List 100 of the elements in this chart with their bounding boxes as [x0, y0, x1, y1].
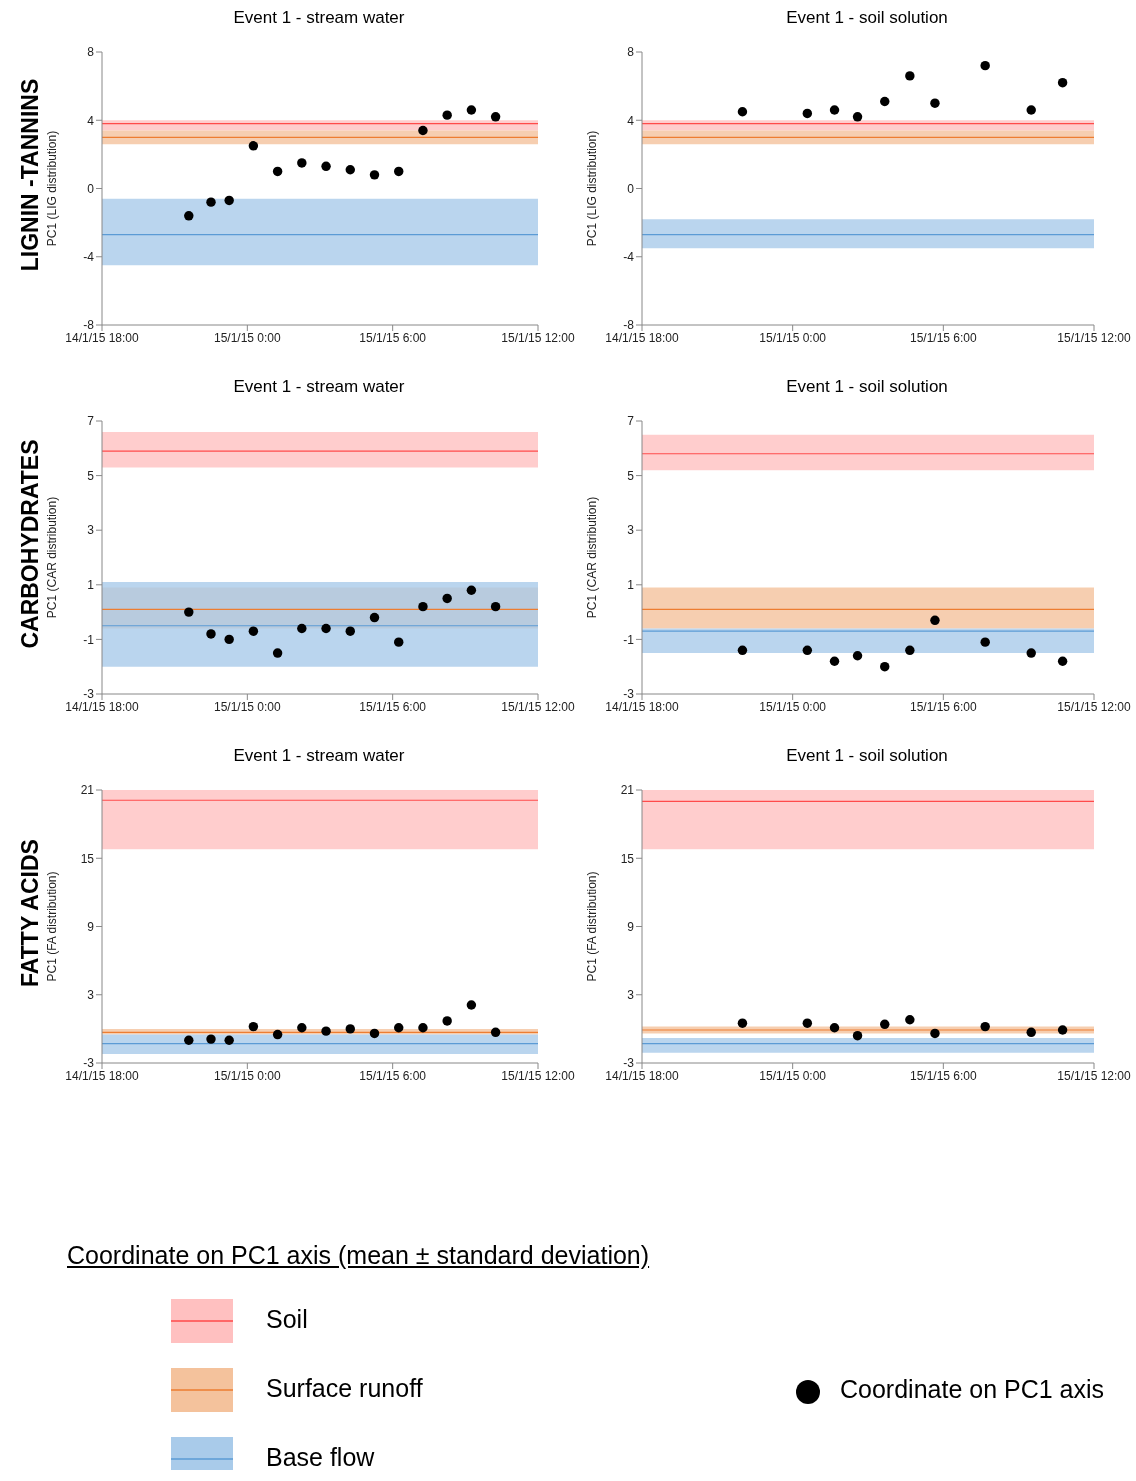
point [442, 593, 452, 604]
y-axis-title: PC1 (LIG distribution) [45, 130, 60, 247]
point [442, 1016, 452, 1026]
text: FATTY ACIDS [16, 838, 44, 989]
text: LIGNIN -TANNINS [16, 77, 44, 274]
y-tick-label: -1 [623, 632, 635, 647]
point [394, 1023, 404, 1033]
y-tick-label: 0 [627, 181, 635, 196]
y-tick-label: -8 [83, 318, 95, 333]
y-tick-label: -8 [623, 318, 635, 333]
x-tick-label: 15/1/15 6:00 [359, 699, 427, 714]
point [224, 634, 234, 645]
x-tick-label: 15/1/15 0:00 [759, 330, 827, 345]
point [345, 165, 355, 175]
point [418, 125, 428, 136]
point [466, 585, 477, 595]
y-axis-title: PC1 (FA distribution) [585, 871, 600, 982]
point [345, 626, 355, 636]
x-tick-label: 15/1/15 0:00 [759, 699, 827, 714]
chart-title: Event 1 - stream water [232, 746, 406, 766]
x-tick-label: 15/1/15 12:00 [501, 699, 576, 714]
y-tick-label: -3 [623, 687, 635, 702]
y-tick-label: 3 [627, 988, 635, 1003]
point [272, 166, 283, 177]
y-tick-label: 0 [87, 181, 95, 196]
x-tick-label: 15/1/15 0:00 [213, 699, 282, 714]
point [297, 1023, 307, 1033]
y-tick-label: 8 [87, 45, 95, 60]
y-tick-label: 5 [627, 468, 635, 483]
chart-title: Event 1 - stream water [232, 8, 406, 28]
point [321, 623, 331, 634]
y-tick-label: 8 [627, 45, 635, 60]
point [297, 623, 307, 634]
point [442, 110, 452, 120]
y-tick-label: 15 [80, 851, 95, 866]
x-tick-label: 15/1/15 0:00 [759, 1068, 827, 1083]
point [490, 1027, 501, 1037]
point [369, 612, 380, 623]
x-tick-label: 15/1/15 12:00 [501, 330, 576, 345]
y-tick-label: 21 [620, 783, 635, 798]
x-tick-label: 15/1/15 6:00 [909, 1068, 978, 1083]
x-tick-label: 14/1/15 18:00 [65, 1068, 140, 1083]
y-tick-label: 7 [87, 414, 95, 429]
category-label: Base flow [266, 1443, 375, 1472]
x-tick-label: 15/1/15 6:00 [359, 1068, 427, 1083]
y-tick-label: -1 [83, 632, 95, 647]
point [248, 141, 259, 151]
point [394, 166, 404, 177]
x-tick-label: 15/1/15 12:00 [1057, 330, 1132, 345]
point [369, 170, 380, 180]
chart-title: Event 1 - soil solution [785, 746, 949, 766]
x-tick-label: 15/1/15 6:00 [909, 699, 978, 714]
chart-title: Event 1 - soil solution [785, 377, 949, 397]
point [272, 648, 283, 658]
y-tick-label: -3 [83, 687, 95, 702]
y-tick-label: 3 [627, 523, 635, 538]
x-tick-label: 14/1/15 18:00 [65, 330, 140, 345]
y-axis-title: PC1 (FA distribution) [45, 871, 60, 982]
category-label: Soil [266, 1305, 308, 1334]
x-tick-label: 15/1/15 6:00 [359, 330, 427, 345]
point [490, 112, 501, 122]
point [369, 1028, 380, 1039]
y-tick-label: 9 [627, 919, 635, 934]
y-tick-label: -4 [83, 250, 95, 265]
point [418, 1023, 428, 1033]
y-axis-title: PC1 (CAR distribution) [585, 496, 600, 619]
point [224, 195, 234, 206]
y-tick-label: 1 [627, 578, 635, 593]
x-tick-label: 14/1/15 18:00 [65, 699, 140, 714]
y-tick-label: 1 [87, 578, 95, 593]
y-tick-label: 4 [87, 113, 95, 128]
point [248, 1021, 259, 1032]
x-tick-label: 14/1/15 18:00 [605, 1068, 680, 1083]
point [345, 1024, 355, 1034]
x-tick-label: 14/1/15 18:00 [605, 330, 680, 345]
y-tick-label: 15 [620, 851, 635, 866]
x-tick-label: 15/1/15 6:00 [909, 330, 978, 345]
y-tick-label: -3 [83, 1056, 95, 1071]
x-tick-label: 14/1/15 18:00 [605, 699, 680, 714]
y-tick-label: 5 [87, 468, 95, 483]
point [224, 1035, 234, 1045]
point [321, 1026, 331, 1036]
point [321, 161, 331, 172]
y-tick-label: -3 [623, 1056, 635, 1071]
y-axis-title: PC1 (LIG distribution) [585, 130, 600, 247]
y-tick-label: 9 [87, 919, 95, 934]
category-label: Coordinate on PC1 axis [840, 1375, 1105, 1404]
point [466, 105, 477, 115]
point [272, 1029, 283, 1040]
y-tick-label: 3 [87, 988, 95, 1003]
point [418, 601, 428, 612]
point [248, 626, 259, 636]
chart-title: Event 1 - soil solution [785, 8, 949, 28]
x-tick-label: 15/1/15 12:00 [501, 1068, 576, 1083]
y-tick-label: 21 [80, 783, 95, 798]
legend-title: Coordinate on PC1 axis (mean ± standard deviation) [67, 1241, 650, 1270]
x-tick-label: 15/1/15 0:00 [213, 1068, 282, 1083]
y-tick-label: 3 [87, 523, 95, 538]
category-label: Surface runoff [266, 1374, 423, 1403]
chart-title: Event 1 - stream water [232, 377, 406, 397]
